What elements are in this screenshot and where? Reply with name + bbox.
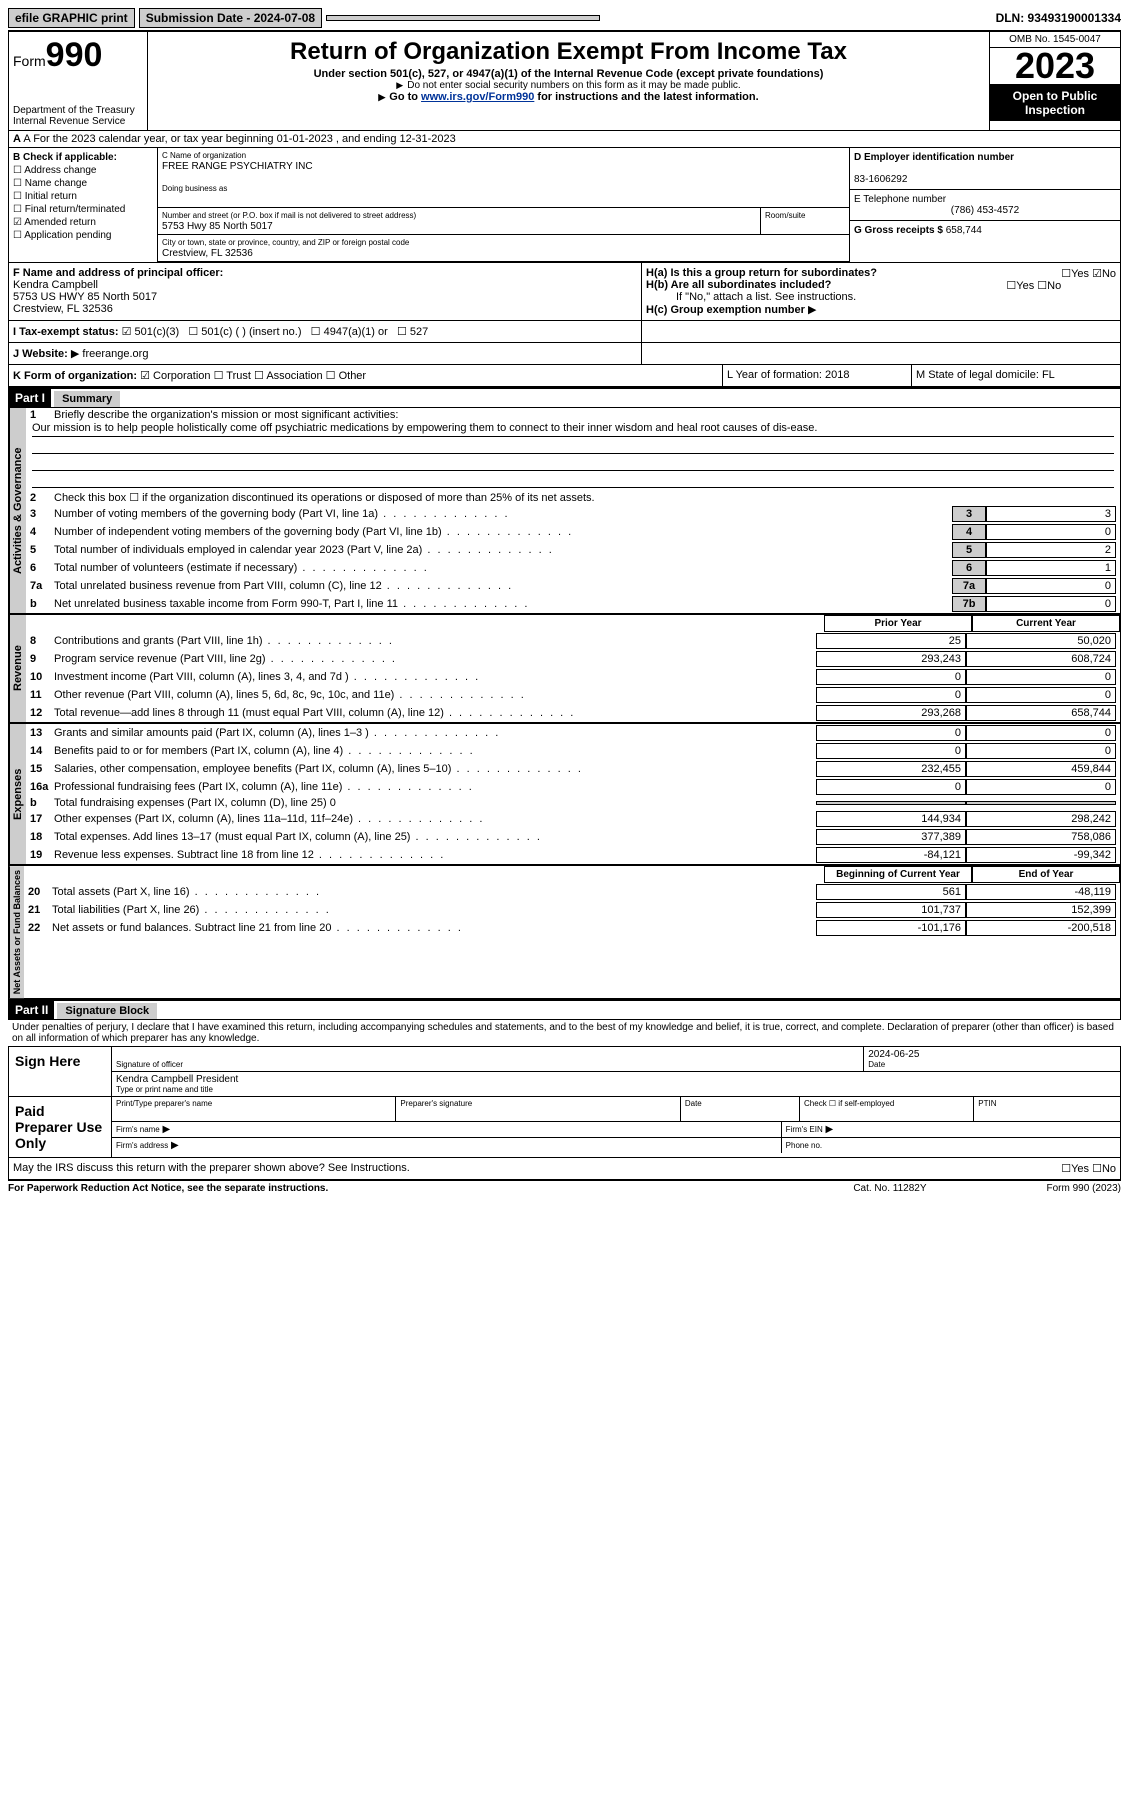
dln: DLN: 93493190001334 <box>996 11 1121 25</box>
form-org: K Form of organization: ☑ Corporation ☐ … <box>9 365 723 386</box>
line-20: 20Total assets (Part X, line 16)561-48,1… <box>24 883 1120 901</box>
efile-btn[interactable]: efile GRAPHIC print <box>8 8 135 28</box>
line-18: 18Total expenses. Add lines 13–17 (must … <box>26 828 1120 846</box>
line-14: 14Benefits paid to or for members (Part … <box>26 742 1120 760</box>
form-title: Return of Organization Exempt From Incom… <box>152 38 985 66</box>
col-b: B Check if applicable: ☐ Address change☐… <box>9 148 158 262</box>
label-governance: Activities & Governance <box>9 408 26 613</box>
line-5: 5Total number of individuals employed in… <box>26 541 1120 559</box>
row-a: A A For the 2023 calendar year, or tax y… <box>8 131 1121 148</box>
part1-header: Part I <box>9 389 51 407</box>
check-name-change[interactable]: ☐ Name change <box>13 178 153 189</box>
header-left: Form990 Department of the Treasury Inter… <box>9 32 148 130</box>
paid-preparer: Paid Preparer Use Only <box>9 1097 112 1157</box>
website: freerange.org <box>82 348 148 360</box>
line-15: 15Salaries, other compensation, employee… <box>26 760 1120 778</box>
check-initial-return[interactable]: ☐ Initial return <box>13 191 153 202</box>
sign-here: Sign Here <box>9 1047 112 1096</box>
line-13: 13Grants and similar amounts paid (Part … <box>26 724 1120 742</box>
line-8: 8Contributions and grants (Part VIII, li… <box>26 632 1120 650</box>
check-application-pending[interactable]: ☐ Application pending <box>13 230 153 241</box>
line-16a: 16aProfessional fundraising fees (Part I… <box>26 778 1120 796</box>
part2-header: Part II <box>9 1001 54 1019</box>
label-expenses: Expenses <box>9 724 26 864</box>
line-9: 9Program service revenue (Part VIII, lin… <box>26 650 1120 668</box>
irs-link[interactable]: www.irs.gov/Form990 <box>421 91 534 103</box>
check-address-change[interactable]: ☐ Address change <box>13 165 153 176</box>
mission: Our mission is to help people holistical… <box>32 422 1114 437</box>
header-mid: Return of Organization Exempt From Incom… <box>148 32 989 130</box>
line-6: 6Total number of volunteers (estimate if… <box>26 559 1120 577</box>
line-7a: 7aTotal unrelated business revenue from … <box>26 577 1120 595</box>
line-4: 4Number of independent voting members of… <box>26 523 1120 541</box>
submission-btn[interactable]: Submission Date - 2024-07-08 <box>139 8 322 28</box>
header-right: OMB No. 1545-0047 2023 Open to Public In… <box>989 32 1120 130</box>
check-amended-return[interactable]: ☑ Amended return <box>13 217 153 228</box>
line-22: 22Net assets or fund balances. Subtract … <box>24 919 1120 937</box>
group-return: H(a) Is this a group return for subordin… <box>642 263 1120 320</box>
line-b: bTotal fundraising expenses (Part IX, co… <box>26 796 1120 810</box>
line-12: 12Total revenue—add lines 8 through 11 (… <box>26 704 1120 722</box>
line-19: 19Revenue less expenses. Subtract line 1… <box>26 846 1120 864</box>
line-10: 10Investment income (Part VIII, column (… <box>26 668 1120 686</box>
pra-notice: For Paperwork Reduction Act Notice, see … <box>8 1183 853 1194</box>
blank-btn <box>326 15 600 21</box>
check-final-return-terminated[interactable]: ☐ Final return/terminated <box>13 204 153 215</box>
org-name: FREE RANGE PSYCHIATRY INC <box>162 161 313 172</box>
line-3: 3Number of voting members of the governi… <box>26 505 1120 523</box>
line-7b: bNet unrelated business taxable income f… <box>26 595 1120 613</box>
label-net: Net Assets or Fund Balances <box>9 866 24 998</box>
officer: F Name and address of principal officer:… <box>9 263 642 320</box>
ein: 83-1606292 <box>854 174 907 185</box>
tax-status: I Tax-exempt status: ☑ 501(c)(3) ☐ 501(c… <box>9 321 642 342</box>
line-17: 17Other expenses (Part IX, column (A), l… <box>26 810 1120 828</box>
label-revenue: Revenue <box>9 615 26 722</box>
line-11: 11Other revenue (Part VIII, column (A), … <box>26 686 1120 704</box>
line-21: 21Total liabilities (Part X, line 26)101… <box>24 901 1120 919</box>
declaration: Under penalties of perjury, I declare th… <box>8 1020 1121 1046</box>
